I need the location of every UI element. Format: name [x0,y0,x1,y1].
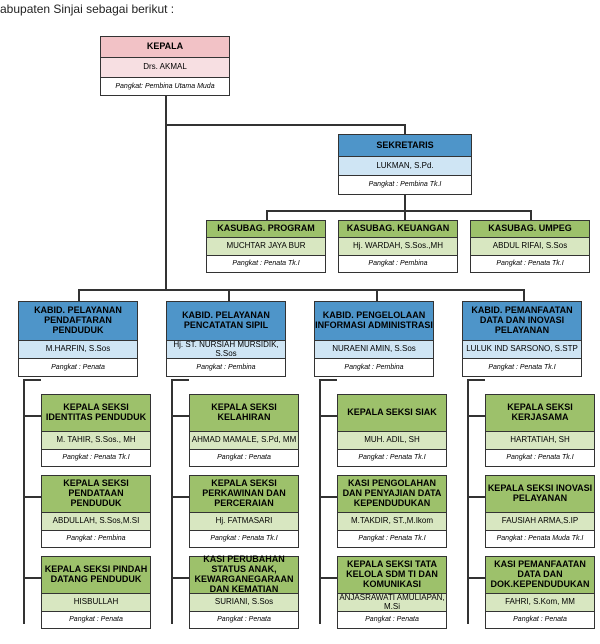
org-rank: Pangkat : Pembina Tk.I [338,176,472,195]
line-c3-s3 [319,577,337,579]
line-col1-top [23,379,41,381]
org-title: KEPALA SEKSI KELAHIRAN [189,394,299,432]
org-title: KASUBAG. KEUANGAN [338,220,458,238]
line-c1-s2 [23,496,41,498]
org-rank: Pangkat : Penata [18,359,138,377]
org-name: ABDULLAH, S.Sos,M.SI [41,513,151,531]
line-col4-top [467,379,485,381]
org-rank: Pangkat : Penata [189,450,299,467]
org-title: KEPALA SEKSI INOVASI PELAYANAN [485,475,595,513]
line-kepala-to-kabid [165,124,167,289]
org-rank: Pangkat : Penata Tk.I [206,256,326,273]
line-col3-top [319,379,337,381]
line-kasubag-1 [266,210,268,220]
org-title: KEPALA SEKSI PENDATAAN PENDUDUK [41,475,151,513]
org-rank: Pangkat : Penata Tk.I [462,359,582,377]
page-caption: abupaten Sinjai sebagai berikut : [0,2,174,16]
org-rank: Pangkat : Penata Tk.I [41,450,151,467]
line-kabid-1 [78,289,80,301]
org-rank: Pangkat : Pembina [314,359,434,377]
org-title: KEPALA [100,36,230,58]
org-title: KEPALA SEKSI IDENTITAS PENDUDUK [41,394,151,432]
line-c2-s1 [171,415,189,417]
line-c3-s2 [319,496,337,498]
org-title: KASI PERUBAHAN STATUS ANAK, KEWARGANEGAR… [189,556,299,594]
line-c1-s1 [23,415,41,417]
org-name: LULUK IND SARSONO, S.STP [462,341,582,359]
org-rank: Pangkat : Penata [41,612,151,629]
line-c2-s2 [171,496,189,498]
org-title: KASI PEMANFAATAN DATA DAN DOK.KEPENDUDUK… [485,556,595,594]
org-title: KEPALA SEKSI PERKAWINAN DAN PERCERAIAN [189,475,299,513]
line-kasubag-2 [404,210,406,220]
org-name: NURAENI AMIN, S.Sos [314,341,434,359]
org-title: KABID. PEMANFAATAN DATA DAN INOVASI PELA… [462,301,582,341]
org-rank: Pangkat : Penata Tk.I [470,256,590,273]
org-name: ANJASRAWATI AMULIAPAN, M.Si [337,594,447,612]
org-name: M. TAHIR, S.Sos., MH [41,432,151,450]
org-title: KASUBAG. PROGRAM [206,220,326,238]
org-name: FAUSIAH ARMA,S.IP [485,513,595,531]
line-c4-s3 [467,577,485,579]
line-c4-s1 [467,415,485,417]
org-title: KABID. PELAYANAN PENDAFTARAN PENDUDUK [18,301,138,341]
line-sek-in [404,124,406,134]
org-name: HISBULLAH [41,594,151,612]
org-rank: Pangkat : Penata Tk.I [337,450,447,467]
org-name: SURIANI, S.Sos [189,594,299,612]
line-kabid-3 [376,289,378,301]
org-title: KABID. PENGELOLAAN INFORMASI ADMINISTRAS… [314,301,434,341]
org-rank: Pangkat : Pembina [166,359,286,377]
org-rank: Pangkat : Penata [337,612,447,629]
line-c2-s3 [171,577,189,579]
org-name: Hj. FATMASARI [189,513,299,531]
org-name: Hj. ST. NURSIAH MURSIDIK, S.Sos [166,341,286,359]
org-name: ABDUL RIFAI, S.Sos [470,238,590,256]
org-title: KEPALA SEKSI SIAK [337,394,447,432]
line-c3-s1 [319,415,337,417]
line-col2-top [171,379,189,381]
org-rank: Pangkat : Penata Tk.I [485,450,595,467]
org-title: KASI PENGOLAHAN DAN PENYAJIAN DATA KEPEN… [337,475,447,513]
org-rank: Pangkat : Penata Tk.I [189,531,299,548]
org-title: KEPALA SEKSI PINDAH DATANG PENDUDUK [41,556,151,594]
org-name: LUKMAN, S.Pd. [338,157,472,176]
org-rank: Pangkat : Pembina [41,531,151,548]
line-c4-s2 [467,496,485,498]
org-name: M.TAKDIR, ST.,M.Ikom [337,513,447,531]
org-name: Hj. WARDAH, S.Sos.,MH [338,238,458,256]
org-title: SEKRETARIS [338,134,472,157]
org-rank: Pangkat: Pembina Utama Muda [100,78,230,96]
org-name: MUCHTAR JAYA BUR [206,238,326,256]
org-title: KASUBAG. UMPEG [470,220,590,238]
org-name: MUH. ADIL, SH [337,432,447,450]
line-kabid-bar [78,289,524,291]
line-kepala-down [165,96,167,124]
org-name: M.HARFIN, S.Sos [18,341,138,359]
line-sek-down [404,195,406,210]
org-name: Drs. AKMAL [100,58,230,78]
org-title: KEPALA SEKSI TATA KELOLA SDM TI DAN KOMU… [337,556,447,594]
org-name: HARTATIAH, SH [485,432,595,450]
org-title: KEPALA SEKSI KERJASAMA [485,394,595,432]
org-rank: Pangkat : Penata [189,612,299,629]
org-rank: Pangkat : Penata [485,612,595,629]
org-rank: Pangkat : Penata Tk.I [337,531,447,548]
line-kasubag-bar [266,210,531,212]
line-kepala-to-sek [165,124,405,126]
org-name: FAHRI, S.Kom, MM [485,594,595,612]
org-rank: Pangkat : Pembina [338,256,458,273]
line-kabid-4 [523,289,525,301]
org-name: AHMAD MAMALE, S.Pd, MM [189,432,299,450]
line-c1-s3 [23,577,41,579]
line-kabid-2 [228,289,230,301]
org-title: KABID. PELAYANAN PENCATATAN SIPIL [166,301,286,341]
line-kasubag-3 [530,210,532,220]
org-rank: Pangkat : Penata Muda Tk.I [485,531,595,548]
